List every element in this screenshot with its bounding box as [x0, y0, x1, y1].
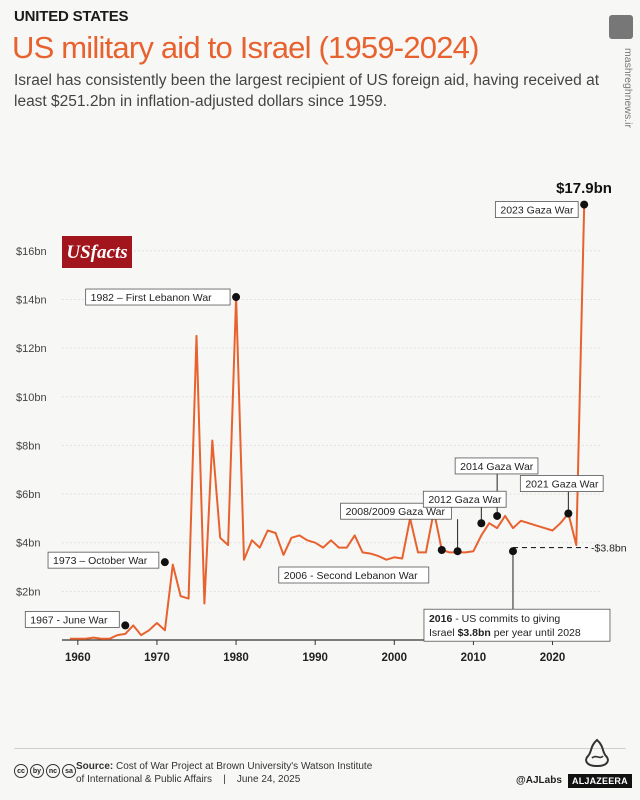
usfacts-logo: USfacts: [62, 236, 132, 268]
annotation-label: 2012 Gaza War: [428, 494, 502, 506]
kicker: UNITED STATES: [14, 8, 129, 25]
annotation-box: [278, 566, 430, 584]
annotation-marker: [437, 546, 446, 554]
annotation: 1982 – First Lebanon War: [85, 288, 241, 306]
annotation-label: 2023 Gaza War: [500, 205, 574, 217]
cc-icon: cc: [14, 764, 28, 778]
watermark: mashreghnews.ir: [609, 15, 634, 128]
annotation: 2012 Gaza War: [422, 490, 507, 528]
annotation-box: [24, 611, 120, 628]
annotation-label: 1982 – First Lebanon War: [91, 292, 213, 304]
nc-icon: nc: [46, 764, 60, 778]
annotation-marker: [580, 200, 589, 209]
aljazeera-brand: ALJAZEERA: [568, 774, 632, 788]
source-note: Source: Cost of War Project at Brown Uni…: [76, 761, 373, 785]
x-axis: 1960 1970 1980 1990 2000 2010 2020: [62, 639, 600, 664]
annotation-marker: [477, 519, 486, 528]
page-title: US military aid to Israel (1959-2024): [12, 30, 479, 65]
y-tick-label: $14bn: [16, 294, 47, 306]
annotation-label: 1967 - June War: [30, 614, 108, 626]
by-icon: by: [30, 764, 44, 778]
x-tick-label: 1970: [144, 652, 170, 664]
annotation: 2016 - US commits to giving Israel $3.8bn…: [423, 547, 611, 642]
annotation-marker: [493, 511, 502, 520]
annotation-box: [85, 288, 231, 306]
annotation: 2021 Gaza War: [519, 475, 604, 518]
aljazeera-logo-icon: [585, 738, 609, 768]
watermark-logo-icon: [609, 15, 633, 39]
annotation-box: [454, 457, 539, 475]
annotation-marker: [564, 509, 573, 518]
annotation-box: [422, 490, 507, 508]
x-tick-label: 2020: [540, 652, 566, 664]
annotation: 1973 – October War: [47, 551, 169, 569]
annotation: 2014 Gaza War: [454, 457, 539, 520]
reference-line-label: -$3.8bn: [591, 543, 627, 555]
annotation-label: 2021 Gaza War: [525, 479, 599, 491]
license-icons: cc by nc sa: [14, 764, 76, 778]
y-tick-label: $6bn: [16, 489, 40, 501]
annotation-marker: [232, 293, 241, 302]
grid: [62, 250, 600, 592]
footer-divider: [14, 748, 626, 749]
annotation-label: 2016 - US commits to giving: [429, 613, 560, 625]
annotation-marker: [508, 547, 517, 556]
annotation-box: [47, 551, 160, 569]
x-tick-label: 2000: [381, 652, 407, 664]
y-axis-ticks: $2bn $4bn $6bn $8bn $10bn $12bn $14bn $16bn: [16, 246, 47, 599]
annotation-marker: [121, 621, 130, 630]
sa-icon: sa: [62, 764, 76, 778]
annotation-label: 2008/2009 Gaza War: [346, 506, 446, 518]
y-tick-label: $16bn: [16, 246, 47, 258]
y-tick-label: $4bn: [16, 538, 40, 550]
annotation-box: [519, 475, 604, 492]
y-tick-label: $8bn: [16, 440, 40, 452]
usfacts-logo-text: USfacts: [66, 242, 127, 263]
y-tick-label: $10bn: [16, 392, 47, 404]
annotation-label: Israel $3.8bn per year until 2028: [429, 627, 581, 639]
reference-line: -$3.8bn: [512, 543, 627, 555]
annotation-marker: [453, 547, 462, 556]
x-tick-label: 1990: [302, 652, 328, 664]
x-tick-label: 2010: [461, 652, 487, 664]
annotation-box: [423, 608, 611, 642]
x-tick-label: 1960: [65, 652, 91, 664]
annotation: 2023 Gaza War: [494, 200, 589, 218]
peak-label: $17.9bn: [556, 180, 612, 197]
y-tick-label: $2bn: [16, 586, 40, 598]
handle: @AJLabs: [516, 775, 562, 786]
annotation-box: [494, 201, 579, 218]
annotations: $17.9bn 1967 - June War 1973 – October War…: [24, 180, 612, 642]
annotation: 1967 - June War: [24, 611, 130, 630]
y-tick-label: $12bn: [16, 343, 47, 355]
x-tick-label: 1980: [223, 652, 249, 664]
series-line-military-aid: [69, 204, 586, 640]
annotation-label: 1973 – October War: [53, 555, 148, 567]
annotation: 2006 - Second Lebanon War: [278, 546, 446, 584]
subtitle: Israel has consistently been the largest…: [14, 72, 600, 110]
annotation-marker: [160, 558, 169, 567]
annotation-label: 2014 Gaza War: [460, 461, 534, 473]
watermark-text: mashreghnews.ir: [622, 48, 634, 128]
annotation-label: 2006 - Second Lebanon War: [284, 570, 418, 582]
